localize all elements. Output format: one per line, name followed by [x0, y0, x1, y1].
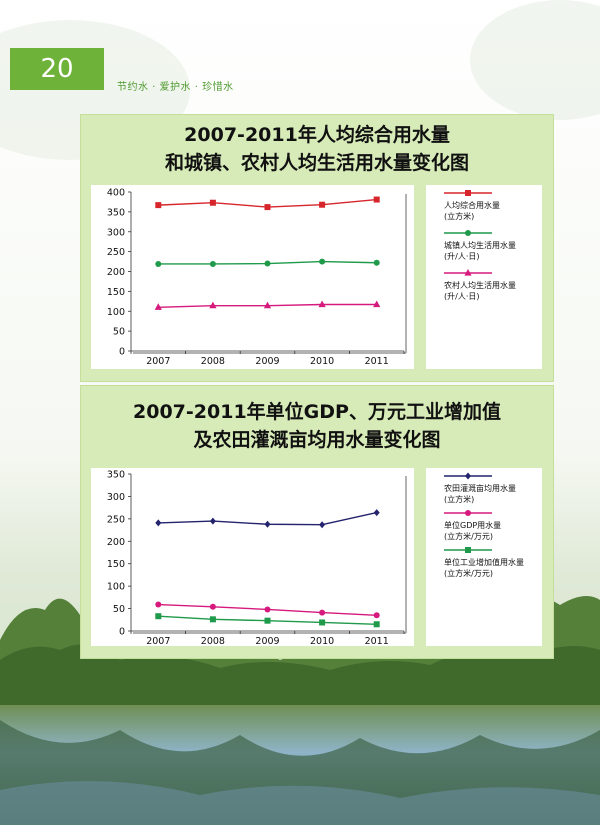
- legend-marker: [464, 269, 472, 276]
- y-tick-label: 0: [119, 627, 125, 638]
- data-point: [264, 617, 271, 624]
- x-tick-label: 2007: [146, 356, 170, 367]
- legend-label: 城镇人均生活用水量: [444, 240, 516, 250]
- chart-2-title-line1: 2007-2011年单位GDP、万元工业增加值: [133, 401, 501, 423]
- data-point: [319, 521, 326, 529]
- x-tick-label: 2009: [255, 356, 279, 367]
- chart-panel-1: 2007-2011年人均综合用水量 和城镇、农村人均生活用水量变化图 0 50 10…: [80, 114, 554, 382]
- data-point: [264, 260, 271, 267]
- chart-2-legend: 农田灌溉亩均用水量 (立方米) 单位GDP用水量 (立方米/万元) 单位工业增加值用水量…: [426, 468, 542, 646]
- y-tick-label: 300: [107, 227, 125, 238]
- legend-label: 农田灌溉亩均用水量: [444, 483, 516, 493]
- y-tick-label: 300: [107, 492, 125, 503]
- data-point: [209, 517, 216, 525]
- page-number-tab: [10, 48, 104, 90]
- data-point: [373, 300, 381, 308]
- data-point: [373, 621, 380, 628]
- data-point: [154, 303, 162, 310]
- legend-marker: [465, 547, 471, 553]
- data-point: [155, 601, 162, 608]
- y-tick-label: 0: [119, 347, 125, 358]
- data-point: [373, 196, 380, 203]
- data-point: [319, 258, 326, 265]
- chart-panel-2: 2007-2011年单位GDP、万元工业增加值 及农田灌溉亩均用水量变化图 0 5…: [80, 385, 554, 659]
- legend-marker: [465, 230, 471, 236]
- y-tick-label: 350: [107, 470, 125, 481]
- legend-unit: (立方米): [444, 211, 474, 221]
- data-point: [264, 204, 271, 211]
- data-point: [264, 606, 271, 613]
- legend-label: 人均综合用水量: [444, 200, 500, 210]
- y-tick-label: 200: [107, 537, 125, 548]
- chart-1-title-line1: 2007-2011年人均综合用水量: [184, 124, 450, 146]
- data-point: [319, 201, 326, 208]
- legend-unit: (立方米/万元): [444, 568, 493, 578]
- legend-unit: (立方米/万元): [444, 531, 493, 541]
- data-point: [209, 616, 216, 623]
- legend-label: 单位GDP用水量: [444, 520, 501, 530]
- legend-unit: (升/人·日): [444, 252, 479, 261]
- y-tick-label: 250: [107, 247, 125, 258]
- data-point: [319, 609, 326, 616]
- x-tick-label: 2007: [146, 636, 170, 646]
- x-tick-label: 2008: [201, 356, 225, 367]
- x-tick-label: 2008: [201, 636, 225, 646]
- x-tick-label: 2010: [310, 356, 334, 367]
- y-tick-label: 200: [107, 267, 125, 278]
- data-point: [264, 520, 271, 528]
- y-tick-label: 50: [113, 604, 125, 615]
- y-tick-label: 50: [113, 327, 125, 338]
- page-number: 20: [40, 54, 74, 84]
- data-point: [373, 612, 380, 619]
- slogan: 节约水 · 爱护水 · 珍惜水: [117, 82, 234, 93]
- chart-2-plot-area: 0 50 100 150 200 250 300 350 2007 2008 2009 2010 201…: [91, 468, 414, 647]
- chart-1-legend: 人均综合用水量 (立方米) 城镇人均生活用水量 (升/人·日) 农村人均生活用水量 (升/…: [426, 185, 542, 369]
- legend-label: 农村人均生活用水量: [444, 280, 516, 290]
- chart-2-title-line2: 及农田灌溉亩均用水量变化图: [193, 429, 441, 451]
- legend-marker: [465, 510, 471, 516]
- chart-1-plot-area: 0 50 100 150 200 250 300 350 400 2007 2008 2009 2010…: [91, 185, 414, 369]
- data-point: [209, 199, 216, 206]
- data-point: [263, 301, 272, 309]
- x-tick-label: 2011: [365, 356, 389, 367]
- legend-marker: [465, 190, 471, 196]
- data-point: [319, 619, 326, 626]
- x-tick-label: 2010: [310, 636, 334, 646]
- chart-1-title-line2: 和城镇、农村人均生活用水量变化图: [164, 152, 469, 174]
- y-tick-label: 150: [107, 287, 125, 298]
- legend-unit: (升/人·日): [444, 292, 479, 301]
- data-point: [155, 613, 162, 620]
- chart-2-svg: 0 50 100 150 200 250 300 350 2007 2008 2009 2010 201…: [107, 470, 407, 647]
- chart-1-legend-svg: 人均综合用水量(立方米) 城镇人均生活用水量 (升/人·日) 农村人均生活用水量 (升/…: [444, 190, 516, 301]
- data-point: [318, 300, 326, 308]
- y-tick-label: 100: [107, 307, 125, 318]
- data-point: [155, 260, 162, 267]
- y-tick-label: 250: [107, 514, 125, 525]
- legend-label: 单位工业增加值用水量: [444, 557, 524, 567]
- legend-marker: [465, 472, 471, 480]
- chart-2-legend-svg: 农田灌溉亩均用水量(立方米)单位GDP用水量(立方米/万元)单位工业增加值用水量…: [444, 472, 524, 578]
- data-point: [209, 260, 216, 267]
- y-tick-label: 150: [107, 559, 125, 570]
- chart-1-svg: 0 50 100 150 200 250 300 350 400 2007 2008 2009 2010…: [107, 188, 407, 367]
- y-tick-label: 400: [107, 188, 125, 199]
- data-point: [209, 301, 217, 309]
- x-tick-label: 2009: [255, 636, 279, 646]
- data-point: [373, 509, 380, 517]
- legend-unit: (立方米): [444, 494, 474, 504]
- data-point: [373, 259, 380, 266]
- data-point: [155, 202, 162, 209]
- data-point: [209, 603, 216, 610]
- x-tick-label: 2011: [365, 636, 389, 646]
- y-tick-label: 350: [107, 207, 125, 218]
- data-point: [155, 519, 162, 527]
- y-tick-label: 100: [107, 582, 125, 593]
